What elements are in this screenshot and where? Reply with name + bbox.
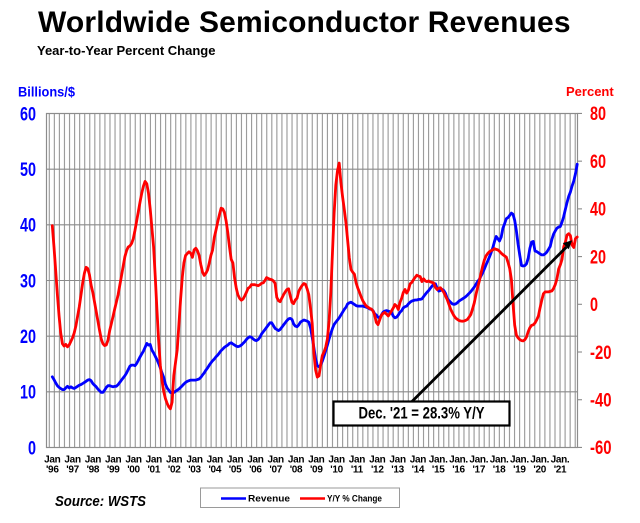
svg-text:-60: -60 bbox=[590, 438, 612, 459]
svg-text:'21: '21 bbox=[554, 465, 567, 476]
svg-text:'20: '20 bbox=[533, 465, 546, 476]
svg-text:Year-to-Year Percent Change: Year-to-Year Percent Change bbox=[37, 43, 215, 58]
svg-text:Jan: Jan bbox=[369, 455, 386, 466]
svg-text:Jan.: Jan. bbox=[449, 455, 468, 466]
svg-text:'02: '02 bbox=[168, 465, 181, 476]
svg-text:'19: '19 bbox=[513, 465, 526, 476]
svg-text:'97: '97 bbox=[66, 465, 79, 476]
svg-text:'00: '00 bbox=[127, 465, 140, 476]
svg-text:40: 40 bbox=[20, 216, 36, 237]
svg-text:'13: '13 bbox=[391, 465, 404, 476]
svg-text:'15: '15 bbox=[432, 465, 445, 476]
svg-text:Dec. '21 = 28.3% Y/Y: Dec. '21 = 28.3% Y/Y bbox=[359, 404, 486, 423]
svg-text:Jan.: Jan. bbox=[490, 455, 509, 466]
svg-text:'16: '16 bbox=[452, 465, 465, 476]
svg-text:'09: '09 bbox=[310, 465, 323, 476]
svg-text:30: 30 bbox=[20, 271, 36, 292]
svg-text:'17: '17 bbox=[472, 465, 485, 476]
svg-text:'01: '01 bbox=[147, 465, 160, 476]
svg-text:Revenue: Revenue bbox=[248, 494, 290, 504]
svg-text:Jan: Jan bbox=[85, 455, 102, 466]
svg-text:Jan: Jan bbox=[125, 455, 142, 466]
svg-text:20: 20 bbox=[20, 327, 36, 348]
svg-text:'04: '04 bbox=[208, 465, 221, 476]
svg-text:60: 60 bbox=[20, 104, 36, 125]
svg-text:Worldwide Semiconductor Revenu: Worldwide Semiconductor Revenues bbox=[38, 6, 571, 39]
svg-text:'11: '11 bbox=[351, 465, 364, 476]
svg-text:Billions/$: Billions/$ bbox=[18, 84, 75, 100]
svg-text:'18: '18 bbox=[493, 465, 506, 476]
svg-text:Jan: Jan bbox=[186, 455, 203, 466]
svg-text:'08: '08 bbox=[290, 465, 303, 476]
svg-text:Jan: Jan bbox=[247, 455, 264, 466]
svg-text:20: 20 bbox=[590, 247, 606, 268]
svg-text:Jan: Jan bbox=[64, 455, 81, 466]
svg-text:40: 40 bbox=[590, 200, 606, 221]
svg-text:80: 80 bbox=[590, 104, 606, 125]
svg-text:'99: '99 bbox=[107, 465, 120, 476]
svg-text:Jan: Jan bbox=[105, 455, 122, 466]
svg-text:Jan.: Jan. bbox=[469, 455, 488, 466]
svg-text:'06: '06 bbox=[249, 465, 262, 476]
svg-text:Jan.: Jan. bbox=[510, 455, 529, 466]
svg-text:Jan: Jan bbox=[349, 455, 366, 466]
svg-text:Jan: Jan bbox=[288, 455, 305, 466]
svg-text:-40: -40 bbox=[590, 391, 612, 412]
svg-text:'98: '98 bbox=[87, 465, 100, 476]
svg-text:Percent: Percent bbox=[566, 84, 614, 99]
svg-text:50: 50 bbox=[20, 160, 36, 181]
svg-text:'12: '12 bbox=[371, 465, 384, 476]
svg-text:'96: '96 bbox=[46, 465, 59, 476]
svg-text:'05: '05 bbox=[229, 465, 242, 476]
svg-text:Jan.: Jan. bbox=[551, 455, 570, 466]
svg-text:60: 60 bbox=[590, 152, 606, 173]
svg-text:Jan.: Jan. bbox=[530, 455, 549, 466]
svg-text:Jan: Jan bbox=[207, 455, 224, 466]
svg-text:Source: WSTS: Source: WSTS bbox=[55, 494, 146, 510]
svg-text:0: 0 bbox=[28, 438, 36, 459]
svg-text:Jan: Jan bbox=[410, 455, 427, 466]
svg-text:10: 10 bbox=[20, 383, 36, 404]
svg-text:Jan: Jan bbox=[308, 455, 325, 466]
svg-text:Jan: Jan bbox=[389, 455, 406, 466]
svg-text:Jan: Jan bbox=[227, 455, 244, 466]
svg-text:Jan.: Jan. bbox=[429, 455, 448, 466]
svg-text:Jan: Jan bbox=[44, 455, 61, 466]
svg-text:Jan: Jan bbox=[328, 455, 345, 466]
svg-text:0: 0 bbox=[590, 295, 598, 316]
svg-text:'14: '14 bbox=[412, 465, 425, 476]
svg-text:-20: -20 bbox=[590, 343, 612, 364]
svg-text:'07: '07 bbox=[269, 465, 282, 476]
svg-text:'03: '03 bbox=[188, 465, 201, 476]
svg-text:Jan: Jan bbox=[146, 455, 163, 466]
svg-text:'10: '10 bbox=[330, 465, 343, 476]
svg-text:Jan: Jan bbox=[268, 455, 285, 466]
svg-text:Y/Y % Change: Y/Y % Change bbox=[327, 494, 382, 504]
svg-text:Jan: Jan bbox=[166, 455, 183, 466]
